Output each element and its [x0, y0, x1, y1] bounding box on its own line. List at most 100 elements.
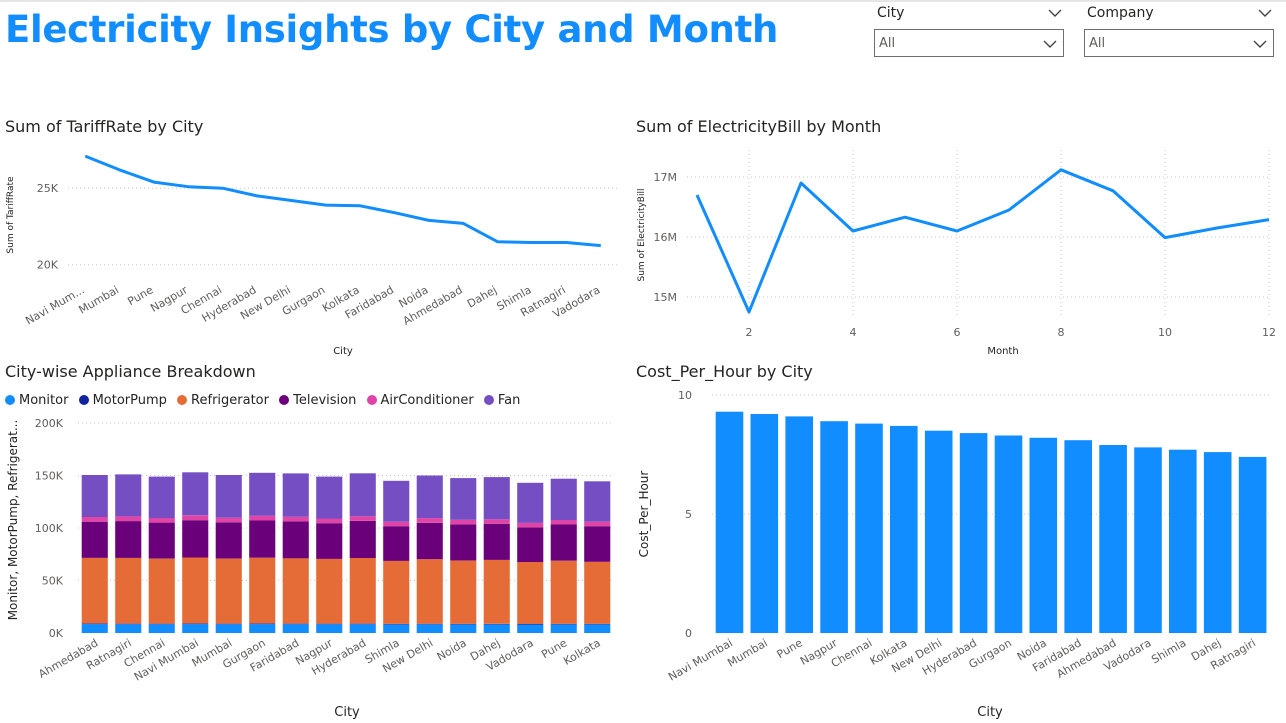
- city-slicer-label: City: [877, 5, 905, 21]
- appliance-chart-title: City-wise Appliance Breakdown: [5, 362, 256, 381]
- bar-segment-television: [483, 523, 510, 560]
- bar-segment-monitor: [81, 624, 108, 633]
- bill-series-line: [695, 168, 1270, 314]
- data-point: [219, 184, 227, 192]
- data-point: [597, 242, 605, 250]
- bar-segment-television: [416, 522, 443, 560]
- bar: [1064, 440, 1092, 633]
- bar-segment-monitor: [316, 624, 343, 633]
- company-slicer: Company All: [1084, 4, 1274, 57]
- bar-segment-monitor: [483, 624, 510, 633]
- y-tick-label: 0K: [49, 627, 64, 640]
- y-tick-label: 0: [685, 627, 692, 640]
- bar-segment-monitor: [450, 624, 477, 633]
- chevron-down-icon[interactable]: [1258, 9, 1272, 17]
- chevron-down-icon[interactable]: [1253, 40, 1267, 48]
- bar-segment-motorpump: [383, 623, 410, 625]
- legend-dot: [366, 395, 377, 405]
- bar-segment-motorpump: [483, 623, 510, 625]
- bar-segment-monitor: [249, 624, 276, 633]
- company-dropdown-value: All: [1089, 36, 1106, 51]
- legend-item-airconditioner[interactable]: AirConditioner: [366, 393, 474, 408]
- bar-segment-monitor: [584, 624, 611, 633]
- city-dropdown[interactable]: All: [874, 29, 1064, 57]
- bar-segment-television: [81, 521, 108, 558]
- bar-segment-refrigerator: [182, 557, 209, 624]
- data-point: [494, 238, 502, 246]
- chevron-down-icon[interactable]: [1043, 40, 1057, 48]
- bill-chart-title: Sum of ElectricityBill by Month: [636, 117, 882, 136]
- bar-segment-airconditioner: [81, 517, 108, 522]
- bar-segment-motorpump: [148, 623, 175, 625]
- legend-item-motorpump[interactable]: MotorPump: [78, 393, 167, 408]
- bar-segment-television: [182, 520, 209, 558]
- bill-line-chart[interactable]: 15M 16M 17M 2 4 6 8 10 12 Month Sum of Electricity…: [632, 140, 1286, 362]
- bar-segment-fan: [316, 476, 343, 519]
- data-point: [287, 196, 295, 204]
- city-slicer-header[interactable]: City: [874, 4, 1064, 24]
- bar-segment-fan: [215, 475, 242, 518]
- legend-item-television[interactable]: Television: [279, 393, 356, 408]
- y-tick-label: 25K: [37, 182, 59, 195]
- bar-segment-refrigerator: [115, 557, 142, 624]
- x-tick-label: Mumbai: [76, 283, 121, 316]
- bar-segment-motorpump: [550, 623, 577, 625]
- bar-segment-television: [115, 521, 142, 558]
- bar-segment-television: [349, 521, 376, 558]
- bar-segment-fan: [584, 481, 611, 522]
- data-point: [1057, 166, 1065, 174]
- tariff-series-line: [84, 154, 601, 248]
- bar: [994, 435, 1023, 633]
- bar-segment-television: [316, 523, 343, 559]
- bar-segment-television: [584, 526, 611, 562]
- bar: [890, 425, 918, 633]
- legend-dot: [5, 395, 15, 405]
- appliance-legend: Monitor MotorPump Refrigerator Televisio…: [5, 393, 526, 408]
- city-dropdown-value: All: [879, 36, 896, 51]
- bar-segment-refrigerator: [416, 559, 443, 624]
- bar: [1029, 437, 1058, 633]
- legend-item-monitor[interactable]: Monitor: [5, 393, 68, 408]
- bar-segment-refrigerator: [282, 558, 309, 624]
- legend-dot: [279, 395, 290, 405]
- legend-item-fan[interactable]: Fan: [483, 393, 520, 408]
- x-axis-title: City: [333, 346, 353, 357]
- y-axis-title: Cost_Per_Hour: [637, 471, 651, 558]
- chevron-down-icon[interactable]: [1048, 9, 1062, 17]
- bar: [820, 421, 848, 633]
- bar-segment-fan: [349, 473, 376, 517]
- bar-segment-fan: [249, 472, 276, 516]
- legend-item-refrigerator[interactable]: Refrigerator: [177, 393, 269, 408]
- bar-segment-motorpump: [584, 623, 611, 625]
- data-point: [1213, 224, 1221, 232]
- bar: [785, 416, 813, 633]
- bar-segment-motorpump: [282, 623, 309, 625]
- company-slicer-header[interactable]: Company: [1084, 4, 1274, 24]
- y-tick-label: 15M: [654, 291, 678, 304]
- bar-segment-airconditioner: [249, 515, 276, 521]
- y-tick-label: 150K: [35, 470, 64, 483]
- x-tick-label: Noida: [435, 636, 469, 663]
- x-axis-title: City: [334, 705, 360, 720]
- data-point: [81, 152, 89, 160]
- bar-segment-airconditioner: [115, 516, 142, 521]
- bar-segment-fan: [148, 476, 175, 519]
- y-tick-label: 20K: [37, 259, 59, 272]
- bar-segment-monitor: [215, 624, 242, 633]
- bar-segment-refrigerator: [584, 561, 611, 624]
- data-point: [1005, 206, 1013, 214]
- bar-segment-refrigerator: [349, 557, 376, 624]
- bar-segment-television: [215, 522, 242, 559]
- bar-segment-motorpump: [115, 623, 142, 625]
- data-point: [953, 227, 961, 235]
- data-point: [745, 308, 753, 316]
- bar-segment-refrigerator: [215, 558, 242, 624]
- appliance-stacked-bar-chart[interactable]: 0K50K100K150K200KAhmedabadRatnagiriChenn…: [0, 410, 630, 723]
- bar-segment-refrigerator: [483, 559, 510, 624]
- bar-segment-television: [450, 524, 477, 561]
- bar-segment-airconditioner: [584, 521, 611, 527]
- x-tick-label: 8: [1058, 326, 1065, 339]
- company-dropdown[interactable]: All: [1084, 29, 1274, 57]
